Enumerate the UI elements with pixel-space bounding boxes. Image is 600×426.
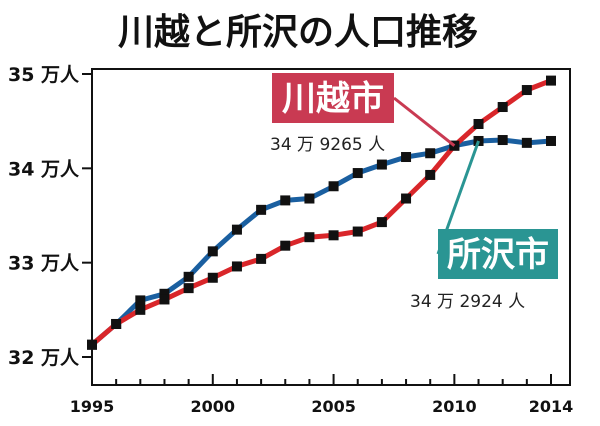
data-point xyxy=(256,253,267,264)
x-axis: 1995 2000 2005 2010 2014 xyxy=(70,374,574,416)
chart-title: 川越と所沢の人口推移 xyxy=(118,12,478,53)
x-tick-label: 2000 xyxy=(191,397,236,416)
data-point xyxy=(111,318,122,329)
data-point xyxy=(256,204,267,215)
data-point xyxy=(304,193,315,204)
callout-box xyxy=(272,73,394,123)
y-tick-label: 35 万人 xyxy=(8,64,80,86)
data-point xyxy=(497,135,508,146)
data-point xyxy=(521,137,532,148)
y-axis: 32 万人 33 万人 34 万人 35 万人 xyxy=(8,64,92,369)
data-point xyxy=(183,283,194,294)
series-callout: 所沢市 34 万 2924 人 xyxy=(410,140,558,312)
data-point xyxy=(497,102,508,113)
data-point xyxy=(207,246,218,257)
data-point xyxy=(401,152,412,163)
callout-value: 34 万 2924 人 xyxy=(410,292,525,312)
series-callout: 川越市 34 万 9265 人 xyxy=(270,73,456,155)
data-point xyxy=(546,75,556,86)
data-point xyxy=(231,261,242,272)
data-point xyxy=(280,240,291,251)
callout-value: 34 万 9265 人 xyxy=(270,135,385,155)
data-point xyxy=(159,288,170,299)
y-tick-label: 32 万人 xyxy=(8,347,80,369)
y-tick-label: 34 万人 xyxy=(8,158,80,180)
x-tick-label: 2005 xyxy=(311,397,356,416)
data-point xyxy=(473,118,484,129)
data-point xyxy=(546,135,556,146)
y-tick-label: 33 万人 xyxy=(8,253,80,275)
data-point xyxy=(376,217,387,228)
callout-box xyxy=(438,229,558,279)
data-point xyxy=(376,159,387,170)
data-point xyxy=(87,339,97,350)
callout-label: 所沢市 xyxy=(447,235,549,275)
data-point xyxy=(425,169,436,180)
x-tick-label: 1995 xyxy=(70,397,115,416)
x-tick-label: 2014 xyxy=(529,397,574,416)
data-point xyxy=(304,232,315,243)
data-point xyxy=(352,168,363,179)
data-point xyxy=(352,226,363,237)
data-point xyxy=(425,148,436,159)
data-point xyxy=(135,295,146,306)
data-point xyxy=(183,271,194,282)
data-point xyxy=(328,230,339,241)
data-point xyxy=(231,224,242,235)
data-point xyxy=(280,195,291,206)
callout-leader xyxy=(393,96,456,147)
plot-frame xyxy=(91,68,571,386)
x-tick-label: 2010 xyxy=(432,397,477,416)
data-point xyxy=(328,181,339,192)
series-layer xyxy=(87,75,556,350)
data-point xyxy=(135,304,146,315)
data-point xyxy=(207,272,218,283)
data-point xyxy=(401,193,412,204)
data-point xyxy=(521,85,532,96)
callout-label: 川越市 xyxy=(282,79,384,119)
data-point xyxy=(159,294,170,305)
